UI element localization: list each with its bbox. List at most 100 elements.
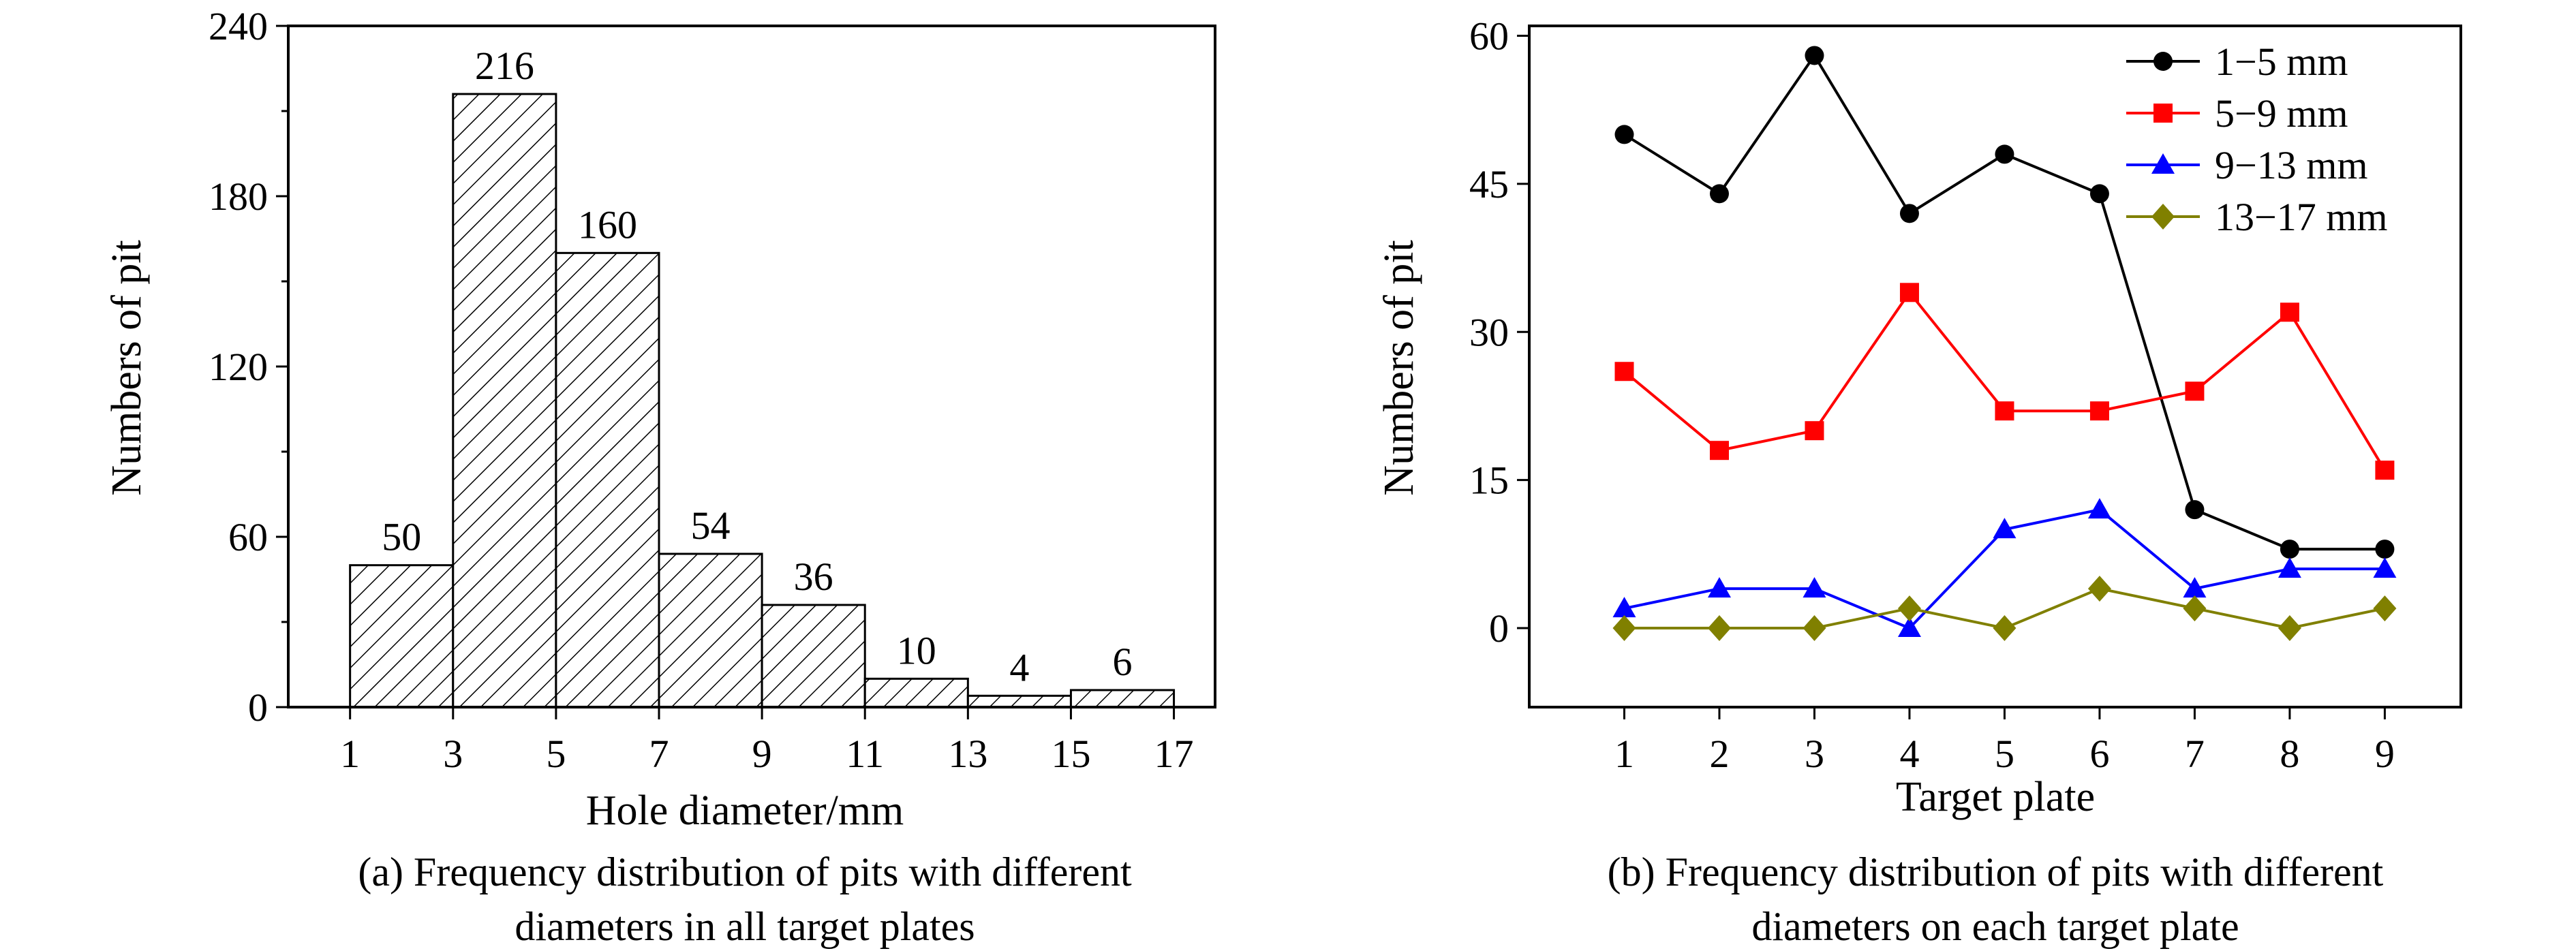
data-point [1614, 125, 1634, 144]
x-tick-label: 5 [1995, 732, 2014, 776]
data-point [1707, 615, 1731, 642]
histogram-bars [349, 93, 1176, 708]
legend-item: 1−5 mm [2126, 40, 2348, 84]
bar-value-label: 50 [382, 515, 421, 559]
data-point [2375, 540, 2395, 559]
x-tick-label: 13 [948, 732, 987, 776]
legend-item: 13−17 mm [2126, 195, 2387, 239]
x-tick-label: 2 [1709, 732, 1729, 776]
bar [966, 694, 1072, 708]
legend-label: 1−5 mm [2215, 40, 2348, 84]
x-tick-label: 1 [1614, 732, 1634, 776]
caption-a-line-1: (a) Frequency distribution of pits with … [358, 849, 1132, 894]
x-tick-label: 1 [340, 732, 360, 776]
data-point [1805, 421, 1824, 441]
y-tick-label: 0 [1489, 606, 1509, 651]
data-point [2280, 302, 2299, 322]
data-point [1899, 283, 1919, 302]
data-point [1614, 362, 1634, 381]
data-point [2153, 52, 2173, 71]
plot-frame-b [1528, 25, 2462, 708]
data-point [2183, 577, 2207, 598]
data-point [2278, 615, 2301, 642]
data-point [2280, 540, 2299, 559]
bar-value-label: 36 [794, 555, 833, 599]
data-point [2151, 153, 2175, 174]
caption-b-line-2: diameters on each target plate [1751, 904, 2239, 949]
y-ticks-a: 0 60 120 180 240 [209, 4, 288, 730]
data-point [2087, 576, 2111, 602]
data-point [1995, 401, 2014, 421]
x-ticks-b: 1 2 3 4 5 6 7 8 9 [1614, 707, 2395, 776]
data-point [1899, 204, 1919, 223]
x-tick-label: 15 [1051, 732, 1090, 776]
caption-b-line-1: (b) Frequency distribution of pits with … [1608, 849, 2384, 894]
y-axis-label-b: Numbers of pit [1376, 240, 1422, 495]
data-point [1805, 46, 1824, 65]
y-tick-label: 120 [209, 345, 268, 389]
y-tick-label: 0 [248, 685, 268, 730]
series-line [1623, 290, 2387, 471]
data-point [2375, 461, 2395, 480]
caption-a-line-2: diameters in all target plates [515, 904, 975, 949]
x-tick-label: 3 [443, 732, 463, 776]
x-tick-label: 6 [2089, 732, 2109, 776]
bar-value-label: 10 [897, 628, 936, 672]
series-lines [1612, 46, 2397, 642]
x-tick-label: 3 [1805, 732, 1824, 776]
y-tick-label: 60 [1469, 14, 1509, 58]
data-point [1709, 441, 1729, 461]
y-tick-label: 240 [209, 4, 268, 48]
y-ticks-b: 0 15 30 45 60 [1469, 14, 1529, 651]
bar-value-label: 4 [1009, 645, 1029, 689]
bar-value-label: 54 [691, 503, 731, 548]
x-tick-label: 4 [1899, 732, 1919, 776]
series [1612, 576, 2397, 642]
bar [555, 251, 660, 708]
x-tick-label: 17 [1154, 732, 1194, 776]
y-tick-label: 180 [209, 174, 268, 219]
bar [452, 93, 557, 708]
y-tick-label: 15 [1469, 458, 1509, 503]
legend-label: 9−13 mm [2215, 143, 2367, 187]
x-axis-label-b: Target plate [1896, 774, 2095, 820]
data-point [1993, 518, 2017, 539]
data-point [2373, 595, 2397, 622]
data-point [1897, 595, 1921, 622]
legend-item: 9−13 mm [2126, 143, 2367, 187]
bar [1069, 689, 1176, 708]
bar-value-label: 216 [475, 44, 534, 88]
y-tick-label: 60 [228, 515, 268, 559]
bar-value-labels: 50 216 160 54 36 10 4 6 [382, 44, 1132, 689]
data-point [1707, 577, 1731, 598]
legend-label: 13−17 mm [2215, 195, 2387, 239]
data-point [2185, 381, 2205, 401]
y-axis-label-a: Numbers of pit [104, 240, 150, 495]
legend-item: 5−9 mm [2126, 91, 2348, 136]
data-point [1612, 597, 1636, 618]
x-tick-label: 9 [2375, 732, 2395, 776]
data-point [2183, 595, 2207, 622]
data-point [2089, 184, 2109, 204]
data-point [1709, 184, 1729, 204]
x-axis-label-a: Hole diameter/mm [586, 788, 904, 834]
data-point [1993, 615, 2017, 642]
x-tick-label: 11 [846, 732, 884, 776]
series [1614, 46, 2395, 559]
x-tick-label: 7 [649, 732, 669, 776]
legend: 1−5 mm 5−9 mm 9−13 mm 13−17 mm [2126, 40, 2387, 239]
data-point [2089, 401, 2109, 421]
x-tick-label: 5 [546, 732, 566, 776]
data-point [2153, 104, 2173, 123]
bar [658, 552, 763, 708]
bar [349, 564, 455, 708]
data-point [1803, 577, 1826, 598]
data-point [2185, 500, 2205, 520]
data-point [2151, 204, 2175, 230]
data-point [1995, 144, 2014, 164]
series [1612, 498, 2397, 638]
legend-label: 5−9 mm [2215, 91, 2348, 136]
